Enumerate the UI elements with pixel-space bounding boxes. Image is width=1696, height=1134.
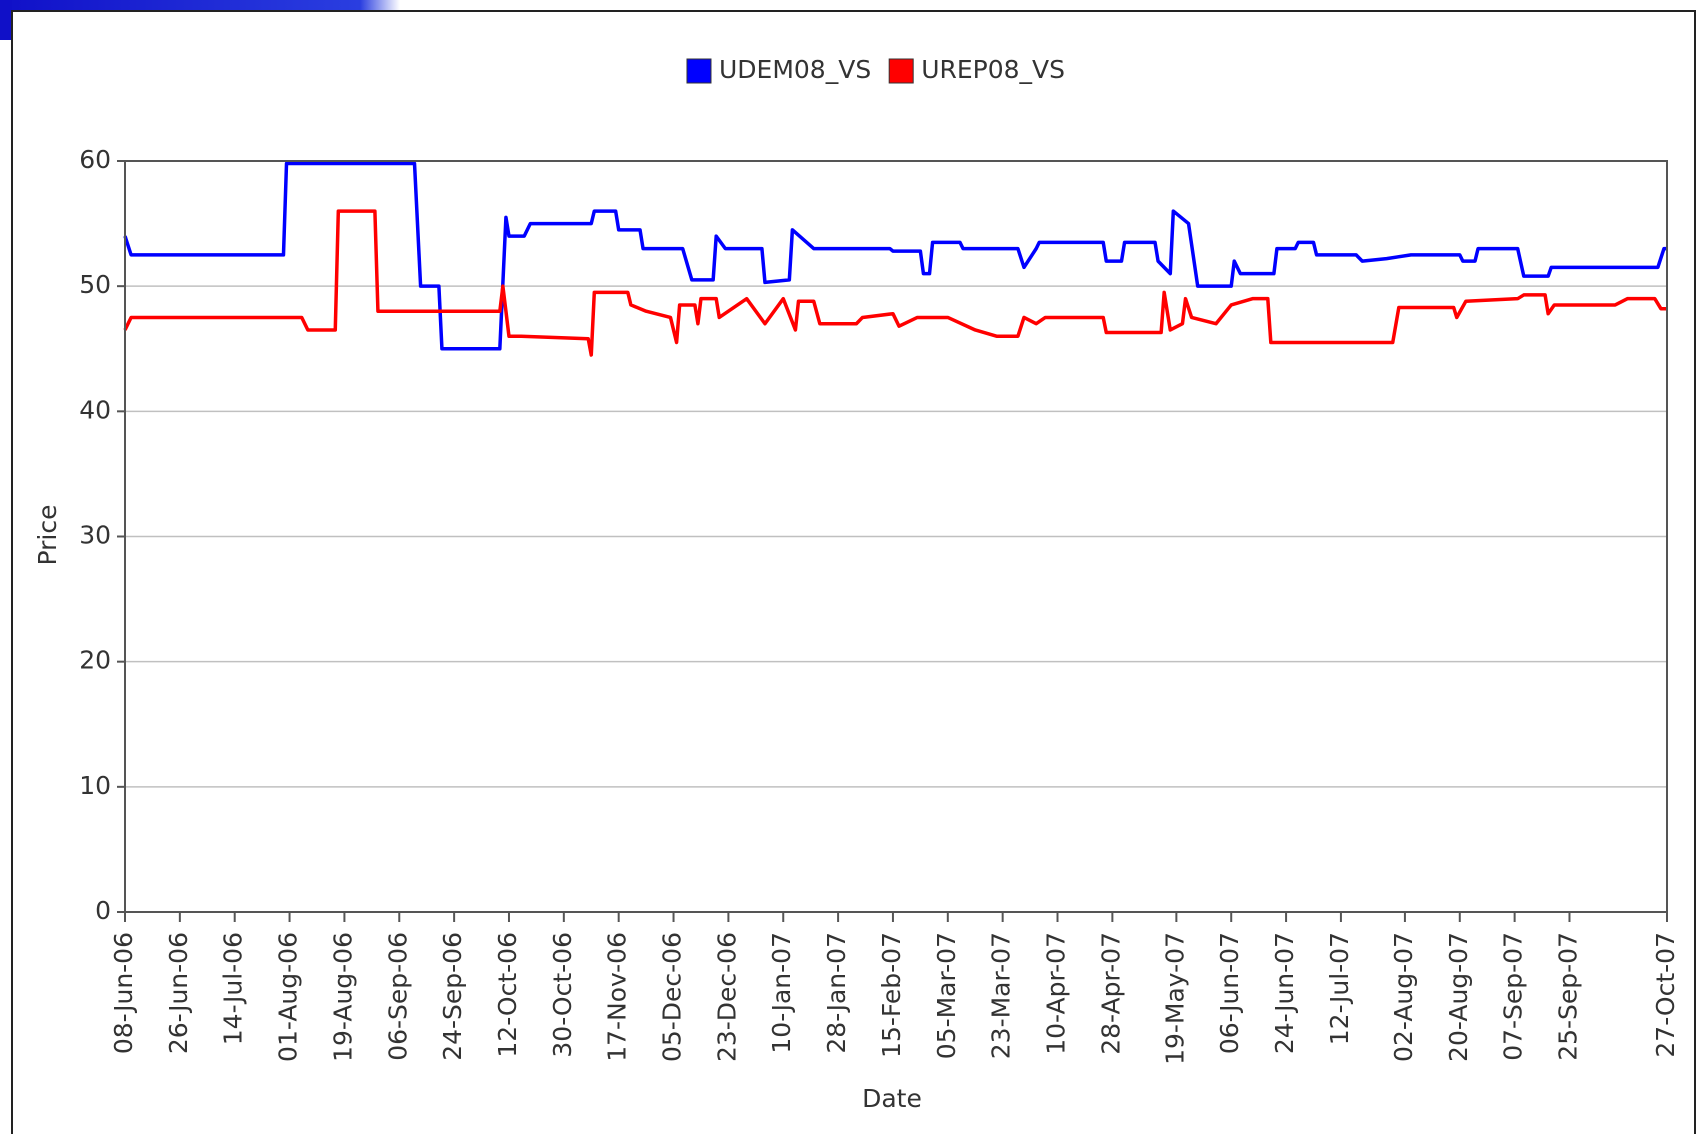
x-tick-label: 20-Aug-07 bbox=[1444, 932, 1473, 1062]
legend-label: UREP08_VS bbox=[921, 55, 1065, 84]
x-axis-label: Date bbox=[862, 1084, 922, 1113]
x-tick-label: 30-Oct-06 bbox=[548, 932, 577, 1058]
x-tick-label: 06-Jun-07 bbox=[1215, 932, 1244, 1054]
y-axis-label: Price bbox=[33, 505, 62, 566]
x-tick-label: 12-Jul-07 bbox=[1325, 932, 1354, 1045]
banner-edge bbox=[0, 0, 12, 40]
x-tick-label: 08-Jun-06 bbox=[109, 932, 138, 1054]
x-tick-label: 15-Feb-07 bbox=[877, 932, 906, 1058]
x-tick-label: 06-Sep-06 bbox=[383, 932, 412, 1061]
legend: UDEM08_VS UREP08_VS bbox=[686, 55, 1065, 84]
legend-swatch bbox=[686, 58, 712, 84]
x-tick-label: 26-Jun-06 bbox=[164, 932, 193, 1054]
y-tick-label: 50 bbox=[79, 270, 111, 299]
lines bbox=[123, 161, 1667, 357]
panel bbox=[11, 10, 1696, 1134]
banner bbox=[0, 0, 800, 12]
x-tick-label: 28-Apr-07 bbox=[1096, 932, 1125, 1055]
x-tick-label: 24-Sep-06 bbox=[438, 932, 467, 1061]
x-tick-label: 12-Oct-06 bbox=[493, 932, 522, 1058]
legend-swatch bbox=[888, 58, 914, 84]
x-tick-label: 24-Jun-07 bbox=[1270, 932, 1299, 1054]
x-tick-label: 05-Mar-07 bbox=[932, 932, 961, 1059]
legend-label: UDEM08_VS bbox=[719, 55, 871, 84]
x-tick-label: 17-Nov-06 bbox=[603, 932, 632, 1062]
x-tick-label: 19-Aug-06 bbox=[328, 932, 357, 1062]
y-tick-label: 20 bbox=[79, 646, 111, 675]
x-tick-label: 14-Jul-06 bbox=[219, 932, 248, 1045]
y-tick-label: 10 bbox=[79, 771, 111, 800]
series-line bbox=[123, 161, 1667, 351]
x-tick-label: 07-Sep-07 bbox=[1499, 932, 1528, 1061]
x-tick-label: 05-Dec-06 bbox=[658, 932, 687, 1062]
x-tick-label: 19-May-07 bbox=[1160, 932, 1189, 1065]
series-line bbox=[123, 209, 1667, 357]
x-tick-label: 23-Mar-07 bbox=[987, 932, 1016, 1059]
y-tick-label: 0 bbox=[95, 896, 111, 925]
x-tick-label: 02-Aug-07 bbox=[1389, 932, 1418, 1062]
x-tick-label: 25-Sep-07 bbox=[1553, 932, 1582, 1061]
x-tick-label: 10-Jan-07 bbox=[767, 932, 796, 1054]
x-tick-label: 27-Oct-07 bbox=[1651, 932, 1680, 1058]
x-tick-label: 10-Apr-07 bbox=[1042, 932, 1071, 1055]
x-tick-label: 23-Dec-06 bbox=[712, 932, 741, 1062]
y-tick-label: 60 bbox=[79, 145, 111, 174]
x-tick-label: 01-Aug-06 bbox=[274, 932, 303, 1062]
y-tick-label: 30 bbox=[79, 521, 111, 550]
y-tick-label: 40 bbox=[79, 395, 111, 424]
x-tick-label: 28-Jan-07 bbox=[822, 932, 851, 1054]
